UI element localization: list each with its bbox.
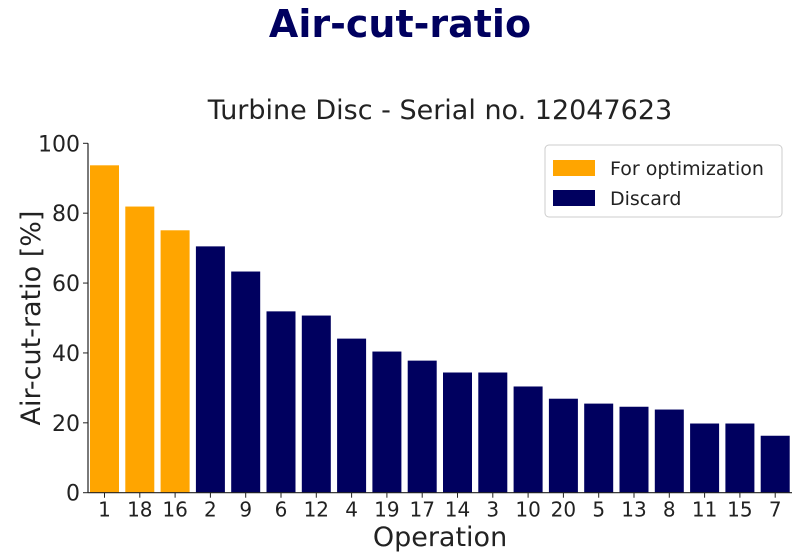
bar-4 [337,338,367,493]
bar-19 [372,351,402,493]
bar-7 [760,435,790,493]
legend-swatch [553,190,595,206]
bar-8 [654,409,684,493]
x-tick-label: 1 [98,498,111,522]
x-tick-label: 3 [486,498,499,522]
bar-20 [548,398,578,493]
chart-title: Turbine Disc - Serial no. 12047623 [207,95,672,126]
x-tick-label: 16 [162,498,187,522]
legend-label: Discard [610,188,681,210]
y-tick-label: 0 [66,482,80,507]
x-tick-label: 5 [592,498,605,522]
x-tick-label: 20 [551,498,576,522]
bar-11 [690,423,720,493]
bar-12 [301,315,331,493]
bar-6 [266,311,296,493]
y-axis-label: Air-cut-ratio [%] [16,211,47,426]
x-tick-label: 12 [304,498,329,522]
bar-13 [619,406,649,493]
x-tick-label: 13 [621,498,646,522]
x-tick-label: 15 [727,498,752,522]
y-tick-label: 60 [52,272,80,297]
x-axis-label: Operation [373,522,507,553]
x-tick-label: 18 [127,498,152,522]
x-tick-label: 6 [275,498,288,522]
legend-label: For optimization [610,158,764,180]
x-tick-label: 10 [515,498,540,522]
bar-18 [125,206,155,493]
bar-1 [90,165,119,493]
bar-5 [584,403,614,493]
bar-16 [160,230,190,493]
bar-17 [407,360,437,493]
bar-9 [231,271,261,493]
y-tick-label: 100 [38,132,80,157]
y-tick-label: 40 [52,342,80,367]
x-tick-label: 8 [663,498,676,522]
legend-box [544,144,783,218]
y-tick-label: 80 [52,202,80,227]
bar-14 [443,372,472,493]
bar-2 [195,246,225,493]
bar-15 [725,423,755,493]
x-tick-label: 17 [409,498,434,522]
y-tick-label: 20 [52,412,80,437]
x-tick-label: 2 [204,498,217,522]
x-tick-label: 7 [769,498,782,522]
bar-10 [513,386,543,493]
x-tick-label: 14 [445,498,470,522]
x-tick-label: 9 [239,498,252,522]
legend-swatch [553,160,595,176]
x-tick-label: 11 [692,498,717,522]
x-tick-label: 4 [345,498,358,522]
x-tick-label: 19 [374,498,399,522]
bar-3 [478,372,508,493]
figure-suptitle: Air-cut-ratio [268,2,532,46]
